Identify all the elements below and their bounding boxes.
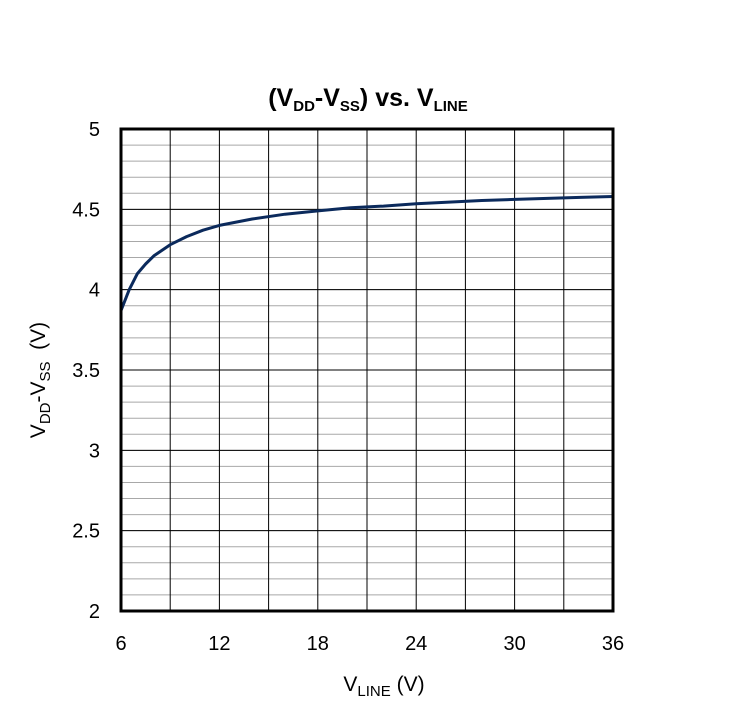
x-axis-label: VLINE (V): [343, 673, 424, 700]
x-tick-label: 6: [115, 633, 126, 655]
y-tick-label: 3.5: [72, 360, 100, 382]
x-tick-label: 36: [602, 633, 624, 655]
x-tick-labels: 6 12 18 24 30 36: [115, 633, 624, 655]
y-tick-label: 4.5: [72, 199, 100, 221]
y-axis-label: VDD-VSS (V): [27, 322, 54, 438]
series-line: [119, 195, 614, 312]
x-tick-label: 18: [307, 633, 329, 655]
y-tick-label: 4: [89, 280, 100, 302]
series-layer: [119, 195, 614, 312]
y-tick-labels: 2 2.5 3 3.5 4 4.5 5: [72, 119, 100, 623]
plot-frame: [119, 127, 615, 613]
x-tick-label: 12: [208, 633, 230, 655]
x-tick-label: 30: [503, 633, 525, 655]
y-tick-label: 3: [89, 440, 100, 462]
chart-title: (VDD-VSS) vs. VLINE: [268, 84, 468, 115]
y-tick-label: 2.5: [72, 521, 100, 543]
y-tick-label: 2: [89, 601, 100, 623]
x-tick-label: 24: [405, 633, 427, 655]
y-tick-label: 5: [89, 119, 100, 141]
major-gridlines: [120, 128, 614, 612]
